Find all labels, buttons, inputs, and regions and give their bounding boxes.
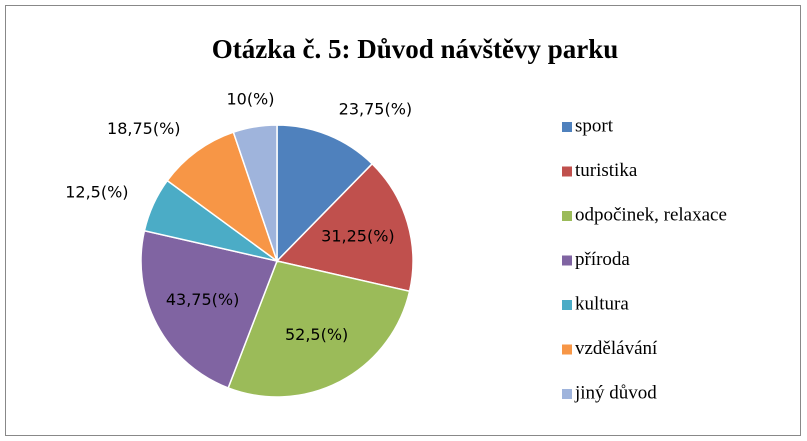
pie-slice bbox=[276, 124, 374, 263]
data-label: 10(%) bbox=[226, 89, 274, 108]
data-label: 18,75(%) bbox=[107, 119, 181, 138]
data-label: 23,75(%) bbox=[339, 99, 413, 118]
pie-slice bbox=[140, 229, 279, 389]
legend-label: turistika bbox=[575, 160, 638, 181]
legend-marker bbox=[562, 344, 572, 355]
data-label: 12,5(%) bbox=[65, 183, 128, 202]
legend-label: příroda bbox=[575, 249, 630, 270]
pie-slice bbox=[275, 162, 414, 293]
pie-slice bbox=[227, 260, 411, 398]
legend-marker bbox=[562, 389, 572, 399]
legend-marker bbox=[562, 166, 572, 177]
legend-marker bbox=[562, 255, 572, 266]
legend-label: odpočinek, relaxace bbox=[575, 204, 727, 225]
legend-marker bbox=[562, 211, 572, 221]
chart-title: Otázka č. 5: Důvod návštěvy parku bbox=[212, 34, 619, 64]
pie-slice bbox=[232, 124, 278, 262]
legend-label: jiný důvod bbox=[574, 382, 657, 403]
legend-marker bbox=[562, 122, 572, 132]
legend-label: kultura bbox=[575, 293, 629, 314]
pie-slice bbox=[166, 131, 279, 264]
legend-marker bbox=[562, 300, 572, 310]
legend-label: sport bbox=[575, 115, 614, 136]
data-label: 31,25(%) bbox=[321, 227, 395, 246]
data-label: 52,5(%) bbox=[285, 325, 348, 344]
legend-label: vzdělávání bbox=[575, 338, 658, 359]
data-label: 43,75(%) bbox=[166, 290, 240, 309]
